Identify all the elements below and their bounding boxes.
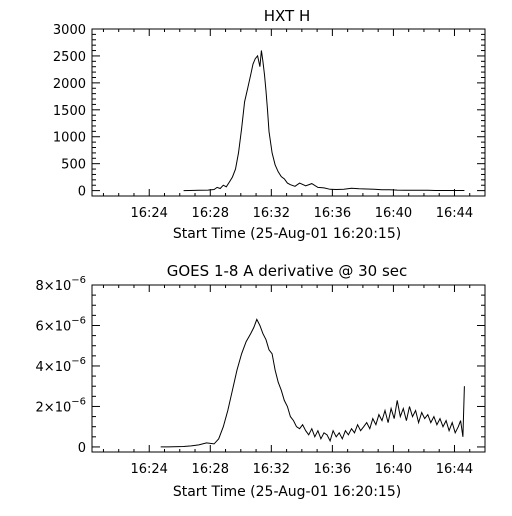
chart-title: HXT H [264,7,311,25]
goes-panel: GOES 1-8 A derivative @ 30 sec 16:24 16:2… [36,262,486,500]
x-axis-label: Start Time (25-Aug-01 16:20:15) [173,226,401,242]
y-tick-label: 2×10−6 [36,396,86,415]
x-tick-label: 16:44 [436,462,473,477]
y-tick-label: 0 [78,185,86,200]
x-tick-label: 16:24 [130,206,167,221]
x-tick-label: 16:40 [375,206,412,221]
y-tick-label: 4×10−6 [36,356,86,375]
x-tick-label: 16:44 [436,206,473,221]
y-tick-label: 500 [61,158,86,173]
hxt-panel: HXT H 16:24 16:28 16:32 16:36 16:40 16:44 0 50… [53,7,486,242]
y-axis-ticks [92,284,485,448]
chart-title: GOES 1-8 A derivative @ 30 sec [167,262,407,280]
y-tick-label: 1500 [53,104,86,119]
x-tick-label: 16:40 [375,462,412,477]
x-tick-label: 16:32 [253,206,290,221]
y-tick-label: 2500 [53,50,86,65]
y-tick-label: 8×10−6 [36,275,86,294]
x-tick-labels: 16:24 16:28 16:32 16:36 16:40 16:44 [130,206,473,221]
plot-frame [91,284,486,453]
y-tick-label: 1000 [53,131,86,146]
x-tick-label: 16:32 [253,462,290,477]
goes-series-line [160,318,465,448]
x-tick-label: 16:28 [192,206,229,221]
x-tick-labels: 16:24 16:28 16:32 16:36 16:40 16:44 [130,462,473,477]
plot-frame [91,28,486,197]
x-tick-label: 16:36 [314,462,351,477]
y-tick-label: 2000 [53,77,86,92]
y-tick-labels: 0 500 1000 1500 2000 2500 3000 [53,23,86,200]
x-tick-label: 16:28 [192,462,229,477]
x-tick-label: 16:36 [314,206,351,221]
y-axis-ticks [92,28,485,192]
x-axis-ticks [102,29,471,196]
y-tick-label: 0 [78,441,86,456]
y-tick-label: 6×10−6 [36,315,86,334]
y-tick-labels: 0 2×10−6 4×10−6 6×10−6 8×10−6 [36,275,86,456]
hxt-series-line [183,50,465,192]
x-axis-label: Start Time (25-Aug-01 16:20:15) [173,484,401,500]
x-tick-label: 16:24 [130,462,167,477]
x-axis-ticks [102,285,471,452]
y-tick-label: 3000 [53,23,86,38]
